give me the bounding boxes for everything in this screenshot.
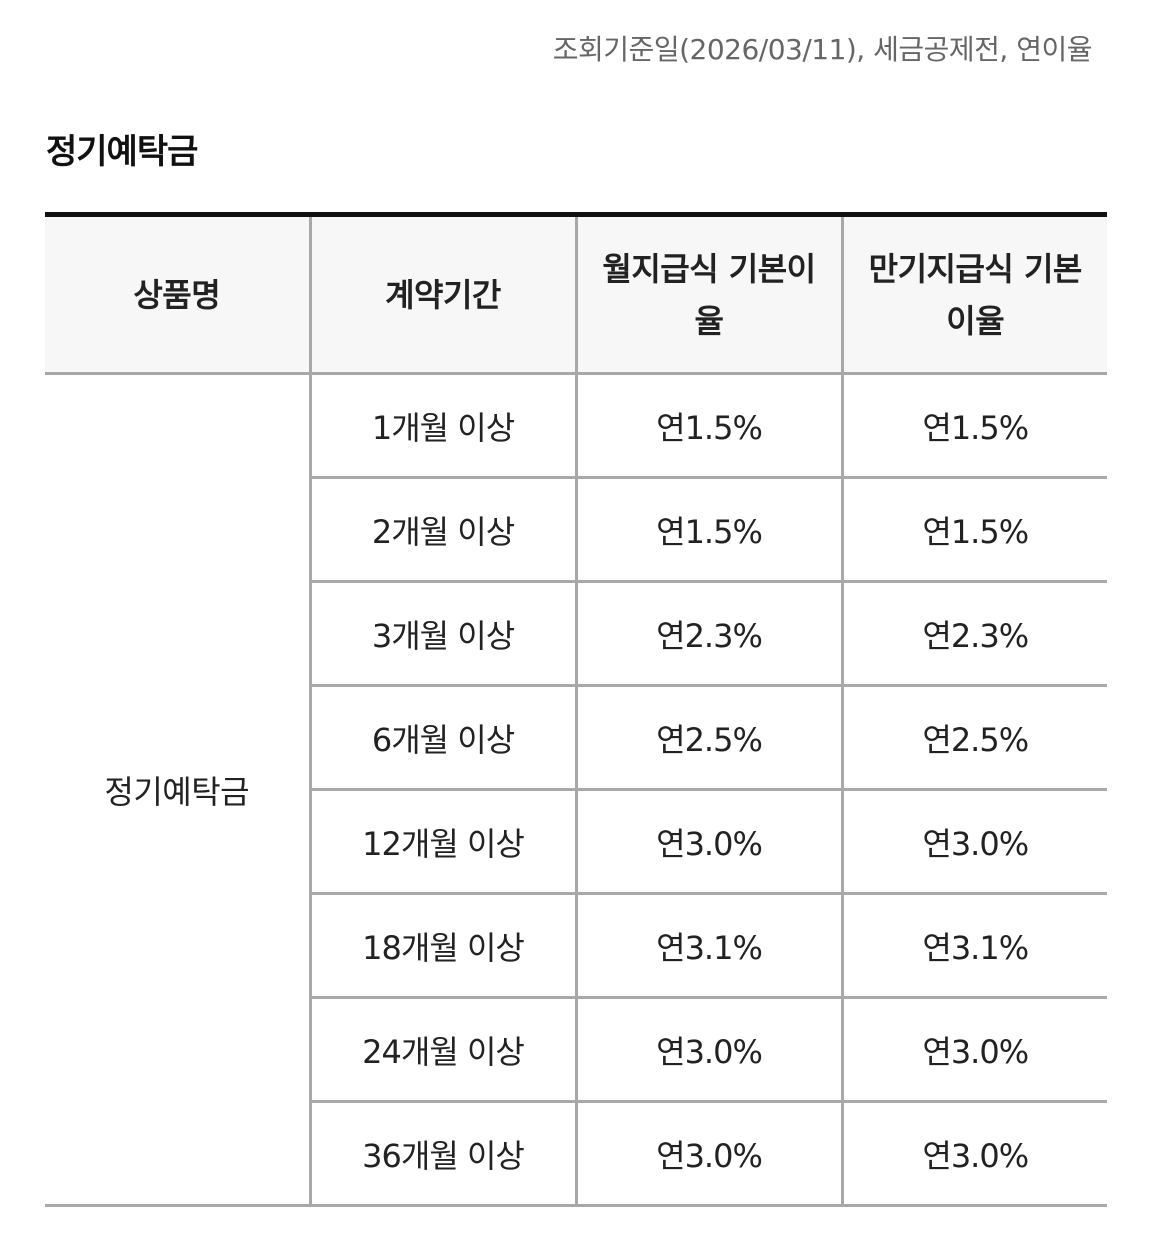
table-row: 24개월 이상 연3.0% 연3.0% — [45, 997, 1107, 1103]
term-cell: 1개월 이상 — [308, 373, 576, 479]
table-row: 18개월 이상 연3.1% 연3.1% — [45, 893, 1107, 999]
monthly-rate-cell: 연3.0% — [574, 789, 842, 895]
maturity-rate-cell: 연3.0% — [840, 997, 1107, 1103]
section-title: 정기예탁금 — [46, 132, 198, 172]
term-cell: 24개월 이상 — [308, 997, 576, 1103]
rate-basis-notice: 조회기준일(2026/03/11), 세금공제전, 연이율 — [552, 33, 1093, 66]
table-row: 36개월 이상 연3.0% 연3.0% — [45, 1101, 1107, 1207]
maturity-rate-cell: 연1.5% — [840, 373, 1107, 479]
monthly-rate-cell: 연2.5% — [574, 685, 842, 791]
monthly-rate-cell: 연2.3% — [574, 581, 842, 687]
term-cell: 18개월 이상 — [308, 893, 576, 999]
term-cell: 2개월 이상 — [308, 477, 576, 583]
term-cell: 12개월 이상 — [308, 789, 576, 895]
monthly-rate-cell: 연3.0% — [574, 997, 842, 1103]
maturity-rate-cell: 연3.0% — [840, 1101, 1107, 1207]
table-row: 2개월 이상 연1.5% 연1.5% — [45, 477, 1107, 583]
monthly-rate-cell: 연1.5% — [574, 373, 842, 479]
term-cell: 6개월 이상 — [308, 685, 576, 791]
table-row: 정기예탁금 1개월 이상 연1.5% 연1.5% — [45, 373, 1107, 1207]
table-header-row: 상품명 계약기간 월지급식 기본이율 만기지급식 기본이율 — [45, 214, 1107, 375]
interest-rate-table: 상품명 계약기간 월지급식 기본이율 만기지급식 기본이율 정기예탁금 1개월 … — [45, 212, 1107, 1207]
table-row: 3개월 이상 연2.3% 연2.3% — [45, 581, 1107, 687]
header-monthly-rate: 월지급식 기본이율 — [574, 214, 842, 375]
product-name-cell: 정기예탁금 — [45, 373, 310, 1207]
monthly-rate-cell: 연3.1% — [574, 893, 842, 999]
term-cell: 36개월 이상 — [308, 1101, 576, 1207]
maturity-rate-cell: 연2.3% — [840, 581, 1107, 687]
table-row: 6개월 이상 연2.5% 연2.5% — [45, 685, 1107, 791]
header-maturity-rate: 만기지급식 기본이율 — [840, 214, 1107, 375]
header-product: 상품명 — [45, 214, 310, 375]
header-term: 계약기간 — [308, 214, 576, 375]
maturity-rate-cell: 연1.5% — [840, 477, 1107, 583]
maturity-rate-cell: 연3.0% — [840, 789, 1107, 895]
maturity-rate-cell: 연2.5% — [840, 685, 1107, 791]
maturity-rate-cell: 연3.1% — [840, 893, 1107, 999]
monthly-rate-cell: 연3.0% — [574, 1101, 842, 1207]
monthly-rate-cell: 연1.5% — [574, 477, 842, 583]
term-cell: 3개월 이상 — [308, 581, 576, 687]
table-row: 12개월 이상 연3.0% 연3.0% — [45, 789, 1107, 895]
